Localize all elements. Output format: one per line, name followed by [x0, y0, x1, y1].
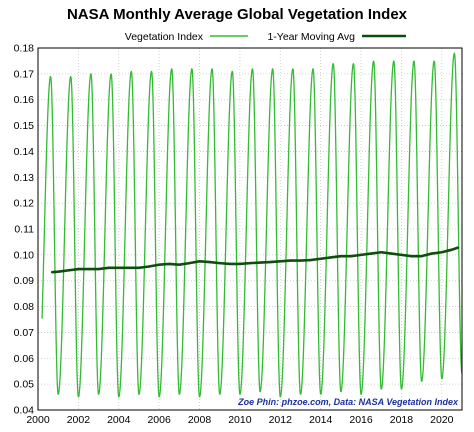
- y-tick-label: 0.09: [14, 275, 35, 287]
- moving-avg-point: [127, 266, 131, 269]
- moving-avg-point: [218, 261, 221, 265]
- y-tick-label: 0.17: [14, 68, 35, 80]
- legend-label-vegetation-index: Vegetation Index: [125, 31, 204, 43]
- x-tick-label: 2016: [349, 414, 373, 426]
- y-axis-ticks: 0.04 0.05 0.06 0.07 0.08 0.09 0.10 0.11 0.12 0.13…: [14, 43, 35, 417]
- moving-avg-point: [228, 262, 232, 266]
- moving-avg-point: [289, 259, 292, 262]
- x-tick-label: 2012: [269, 414, 293, 426]
- x-tick-label: 2000: [26, 414, 50, 426]
- moving-avg-point: [117, 266, 120, 269]
- moving-avg-point: [339, 254, 343, 258]
- moving-avg-point: [440, 251, 444, 254]
- moving-avg-point: [50, 270, 54, 274]
- moving-avg-point: [309, 258, 312, 262]
- moving-avg-point: [359, 253, 363, 257]
- moving-avg-point: [56, 270, 60, 273]
- legend: Vegetation Index 1-Year Moving Avg: [125, 31, 406, 43]
- moving-avg-point: [369, 252, 373, 255]
- moving-avg-point: [400, 253, 403, 257]
- legend-label-moving-avg: 1-Year Moving Avg: [267, 31, 355, 43]
- chart-title: NASA Monthly Average Global Vegetation I…: [67, 6, 408, 23]
- x-tick-label: 2008: [188, 414, 212, 426]
- series-line-moving-avg: [52, 246, 459, 274]
- moving-avg-point: [77, 267, 80, 271]
- moving-avg-point: [329, 256, 332, 259]
- y-tick-label: 0.07: [14, 327, 35, 339]
- moving-avg-point: [420, 254, 423, 258]
- moving-avg-point: [188, 261, 191, 265]
- moving-avg-point: [258, 261, 262, 264]
- moving-avg-point: [238, 262, 242, 266]
- series-line-vegetation-index: [41, 52, 463, 398]
- moving-avg-point: [208, 260, 211, 264]
- moving-avg-point: [97, 267, 100, 271]
- x-tick-label: 2004: [107, 414, 131, 426]
- y-tick-label: 0.15: [14, 120, 35, 132]
- moving-avg-point: [107, 266, 110, 269]
- moving-avg-point: [349, 254, 353, 258]
- y-tick-label: 0.12: [14, 198, 35, 210]
- x-tick-label: 2002: [67, 414, 91, 426]
- series-layer: [41, 52, 463, 398]
- moving-avg-point: [268, 260, 272, 264]
- chart-annotation: Zoe Phin: phzoe.com, Data: NASA Vegetati…: [237, 397, 459, 407]
- moving-avg-point: [380, 251, 383, 254]
- y-tick-label: 0.05: [14, 379, 35, 391]
- x-tick-label: 2006: [147, 414, 171, 426]
- y-tick-label: 0.08: [14, 301, 35, 313]
- moving-avg-point: [456, 246, 460, 249]
- moving-avg-point: [319, 257, 322, 260]
- y-tick-label: 0.18: [14, 43, 35, 55]
- y-tick-label: 0.16: [14, 94, 35, 106]
- moving-avg-point: [178, 263, 181, 266]
- moving-avg-point: [430, 252, 433, 255]
- y-tick-label: 0.10: [14, 249, 35, 261]
- plot-frame: [37, 47, 463, 411]
- moving-avg-point: [299, 259, 302, 262]
- moving-avg-point: [410, 254, 413, 258]
- y-tick-label: 0.13: [14, 172, 35, 184]
- grid: [37, 47, 462, 411]
- x-tick-label: 2020: [430, 414, 454, 426]
- x-tick-label: 2010: [228, 414, 252, 426]
- moving-avg-point: [390, 252, 393, 255]
- y-tick-label: 0.04: [14, 405, 35, 417]
- x-tick-label: 2014: [309, 414, 333, 426]
- moving-avg-point: [279, 260, 282, 263]
- y-tick-label: 0.06: [14, 353, 35, 365]
- moving-avg-point: [198, 260, 201, 263]
- moving-avg-point: [147, 265, 151, 268]
- moving-avg-point: [157, 263, 161, 266]
- y-tick-label: 0.14: [14, 146, 35, 158]
- moving-avg-point: [67, 269, 70, 272]
- x-axis-ticks: 2000 2002 2004 2006 2008 2010 2012 2014 2016 2018…: [26, 414, 453, 426]
- x-tick-label: 2018: [390, 414, 414, 426]
- moving-avg-point: [137, 266, 141, 269]
- moving-avg-point: [87, 267, 90, 271]
- moving-avg-point: [450, 248, 454, 251]
- y-tick-label: 0.11: [14, 224, 34, 236]
- moving-avg-point: [248, 261, 252, 265]
- moving-avg-point: [168, 262, 171, 266]
